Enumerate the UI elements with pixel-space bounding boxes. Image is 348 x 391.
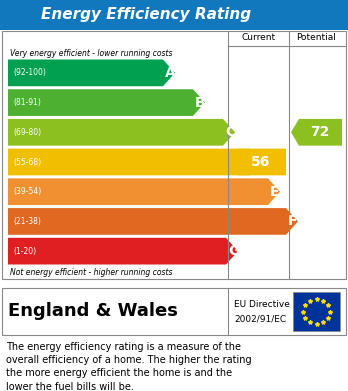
Polygon shape <box>8 149 262 175</box>
Text: 72: 72 <box>310 125 329 139</box>
Text: (21-38): (21-38) <box>13 217 41 226</box>
Text: (55-68): (55-68) <box>13 158 41 167</box>
Text: The energy efficiency rating is a measure of the
overall efficiency of a home. T: The energy efficiency rating is a measur… <box>6 342 252 391</box>
Bar <box>2 31 346 279</box>
Text: England & Wales: England & Wales <box>8 303 178 321</box>
Bar <box>2 288 346 335</box>
Text: (92-100): (92-100) <box>13 68 46 77</box>
Text: 2002/91/EC: 2002/91/EC <box>234 314 286 323</box>
Text: A: A <box>165 66 176 80</box>
Text: D: D <box>252 155 263 169</box>
Text: 56: 56 <box>251 155 271 169</box>
Text: (39-54): (39-54) <box>13 187 41 196</box>
Bar <box>293 292 340 331</box>
Bar <box>0 0 348 30</box>
Text: B: B <box>195 95 206 109</box>
Text: G: G <box>228 244 239 258</box>
Polygon shape <box>8 238 238 264</box>
Text: C: C <box>225 125 235 139</box>
Polygon shape <box>8 59 175 86</box>
Text: E: E <box>270 185 279 199</box>
Text: F: F <box>288 214 298 228</box>
Text: Very energy efficient - lower running costs: Very energy efficient - lower running co… <box>10 49 173 58</box>
Polygon shape <box>230 149 286 175</box>
Polygon shape <box>8 119 235 145</box>
Polygon shape <box>291 119 342 145</box>
Text: (69-80): (69-80) <box>13 128 41 137</box>
Text: Energy Efficiency Rating: Energy Efficiency Rating <box>41 7 251 23</box>
Polygon shape <box>8 178 280 205</box>
Polygon shape <box>8 208 298 235</box>
Text: EU Directive: EU Directive <box>234 300 290 309</box>
Text: (1-20): (1-20) <box>13 247 36 256</box>
Text: Potential: Potential <box>296 34 337 43</box>
Text: Current: Current <box>242 34 276 43</box>
Text: Not energy efficient - higher running costs: Not energy efficient - higher running co… <box>10 268 173 277</box>
Polygon shape <box>8 89 205 116</box>
Text: (81-91): (81-91) <box>13 98 41 107</box>
